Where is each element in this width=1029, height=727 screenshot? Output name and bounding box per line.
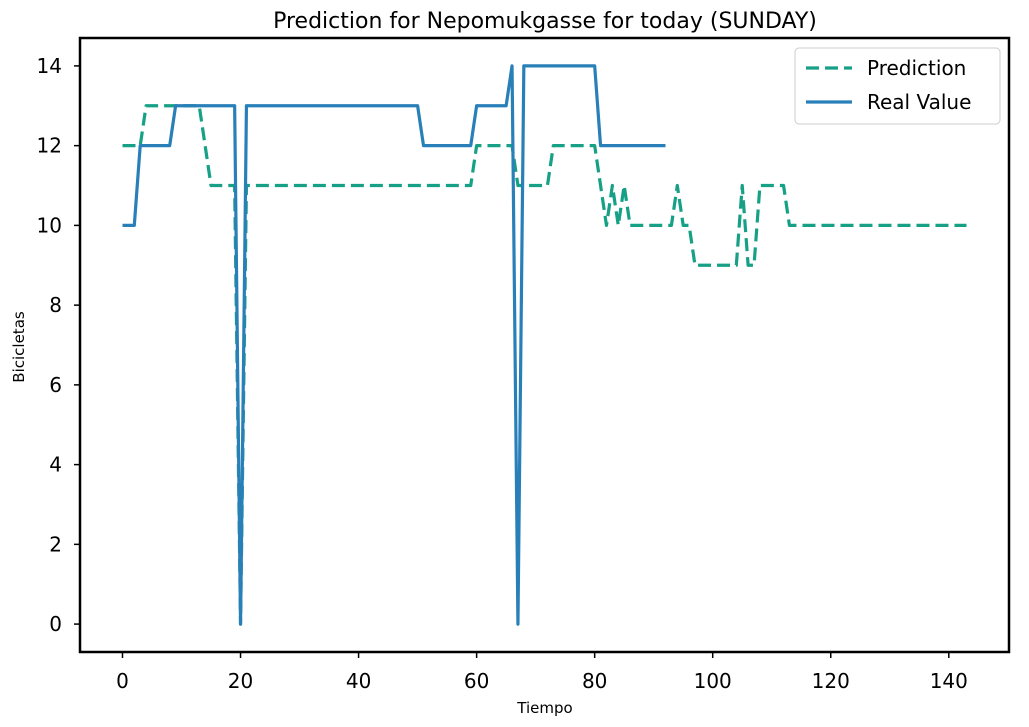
x-axis: 0 20 40 60 80 100 120 140 xyxy=(116,652,968,693)
series-line-real-value xyxy=(122,64,666,626)
plot-series-group xyxy=(122,64,967,626)
y-tick-label: 14 xyxy=(37,54,62,78)
y-tick-label: 8 xyxy=(49,293,62,317)
x-tick-label: 140 xyxy=(930,669,968,693)
legend-label-real-value: Real Value xyxy=(867,90,971,114)
y-tick-label: 4 xyxy=(49,453,62,477)
series-line-prediction xyxy=(122,104,967,626)
y-tick-label: 6 xyxy=(49,373,62,397)
y-axis-label: Bicicletas xyxy=(10,311,28,383)
y-tick-label: 10 xyxy=(37,213,62,237)
x-tick-label: 60 xyxy=(464,669,489,693)
plot-frame xyxy=(78,36,1011,654)
legend-label-prediction: Prediction xyxy=(867,56,966,80)
x-axis-label: Tiempo xyxy=(516,699,572,717)
y-tick-label: 0 xyxy=(49,612,62,636)
chart-title: Prediction for Nepomukgasse for today (S… xyxy=(273,9,817,34)
chart-legend: Prediction Real Value xyxy=(794,47,1001,125)
x-tick-label: 80 xyxy=(582,669,607,693)
x-tick-label: 40 xyxy=(346,669,371,693)
y-tick-label: 2 xyxy=(49,532,62,556)
y-axis: 0 2 4 6 8 10 12 14 xyxy=(37,54,80,636)
y-tick-label: 12 xyxy=(37,134,62,158)
x-tick-label: 120 xyxy=(812,669,850,693)
x-tick-label: 20 xyxy=(228,669,253,693)
x-tick-label: 0 xyxy=(116,669,129,693)
x-tick-label: 100 xyxy=(694,669,732,693)
